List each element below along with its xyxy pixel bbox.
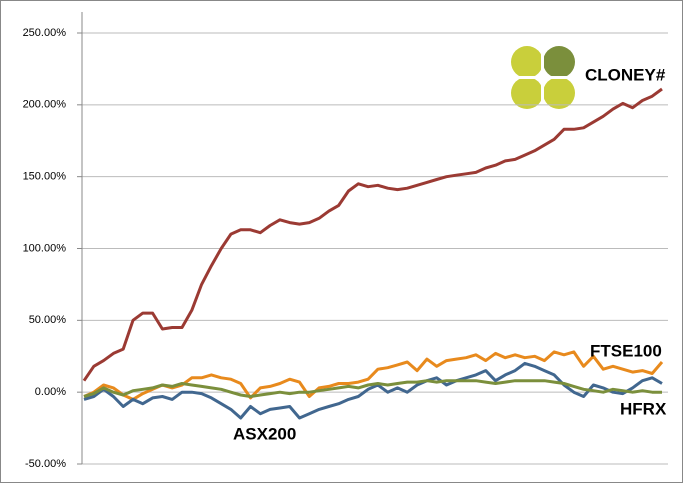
y-tick-label: 150.00% (23, 171, 67, 183)
y-tick-label: 200.00% (23, 99, 67, 111)
series-line (82, 87, 663, 382)
series-label: HFRX (620, 399, 667, 418)
series-line (83, 361, 663, 420)
series-label: CLONEY# (585, 65, 666, 84)
logo (509, 44, 577, 112)
series-line (83, 379, 662, 398)
y-tick-label: 250.00% (23, 27, 67, 39)
y-tick-label: -50.00% (25, 458, 66, 470)
y-tick-label: 0.00% (35, 386, 66, 398)
y-tick-label: 100.00% (23, 242, 67, 254)
series-label: FTSE100 (590, 341, 662, 360)
y-tick-label: 50.00% (29, 314, 67, 326)
series-label: ASX200 (233, 424, 296, 443)
